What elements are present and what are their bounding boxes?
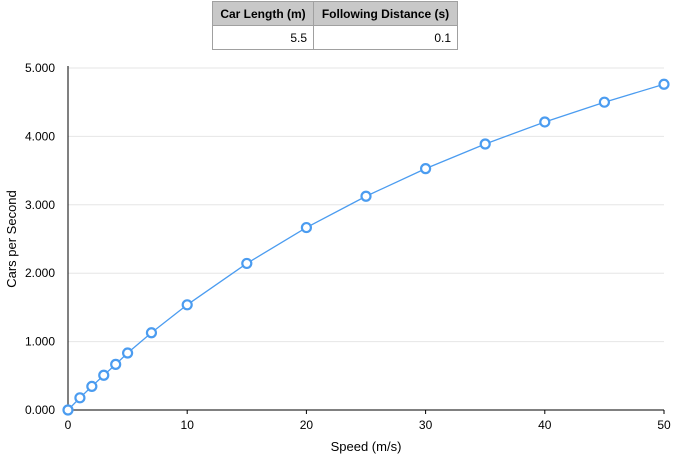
data-point[interactable] [62, 404, 74, 416]
y-tick-label: 2.000 [25, 266, 55, 280]
data-point[interactable] [98, 369, 110, 381]
y-axis-title: Cars per Second [4, 190, 19, 288]
axes [67, 66, 665, 414]
data-point[interactable] [74, 392, 86, 404]
series-line-group [67, 83, 665, 411]
data-point[interactable] [658, 78, 670, 90]
data-point[interactable] [360, 190, 372, 202]
x-tick-label: 40 [538, 418, 552, 432]
data-point[interactable] [121, 347, 134, 359]
car-length-header: Car Length (m) [212, 1, 314, 26]
following-distance-value[interactable]: 0.1 [313, 25, 458, 50]
data-point[interactable] [110, 358, 122, 370]
data-point[interactable] [241, 257, 253, 270]
parameter-table-header-row: Car Length (m) Following Distance (s) [212, 1, 458, 26]
grid-lines [68, 67, 664, 343]
y-tick-label: 4.000 [25, 129, 55, 143]
y-tick-label: 5.000 [25, 61, 55, 75]
parameter-table: Car Length (m) Following Distance (s) 5.… [212, 1, 458, 50]
y-tick-label: 1.000 [25, 335, 55, 349]
car-length-value[interactable]: 5.5 [212, 25, 314, 50]
data-point[interactable] [539, 116, 551, 128]
x-tick-label: 10 [181, 418, 195, 432]
data-point[interactable] [300, 221, 312, 234]
x-axis-title: Speed (m/s) [331, 439, 402, 454]
data-point[interactable] [181, 299, 193, 311]
parameter-table-value-row: 5.5 0.1 [212, 25, 458, 50]
y-tick-label: 0.000 [25, 403, 55, 417]
data-point[interactable] [420, 163, 432, 175]
x-tick-label: 30 [419, 418, 433, 432]
tick-labels: 0.000 1.000 2.000 3.000 4.000 5.000 0 10 20 30 40 5… [25, 61, 671, 432]
y-tick-label: 3.000 [25, 198, 55, 212]
x-tick-label: 20 [300, 418, 314, 432]
x-tick-label: 0 [65, 418, 72, 432]
data-point[interactable] [145, 327, 158, 339]
data-point[interactable] [598, 96, 611, 108]
x-tick-label: 50 [657, 418, 671, 432]
data-point[interactable] [479, 138, 491, 150]
data-point[interactable] [86, 380, 98, 393]
data-points [62, 78, 670, 416]
series-line [67, 83, 665, 411]
